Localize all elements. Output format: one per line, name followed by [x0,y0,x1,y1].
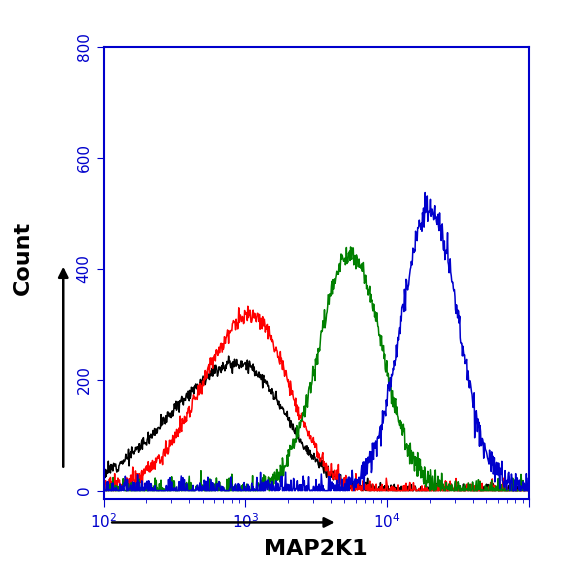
X-axis label: MAP2K1: MAP2K1 [264,539,368,559]
Text: Count: Count [13,221,33,295]
